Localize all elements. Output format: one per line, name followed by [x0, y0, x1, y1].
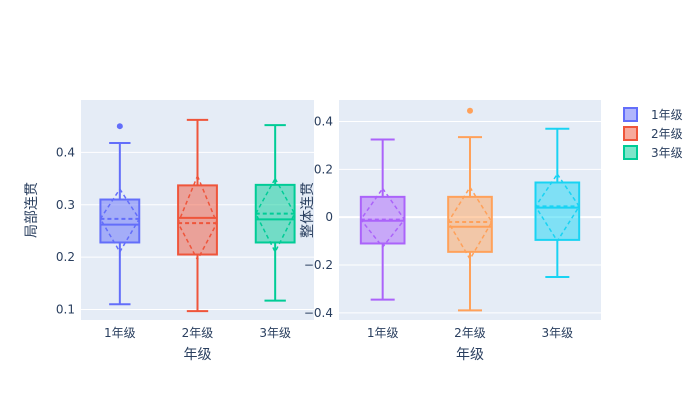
x-tick-label: 3年级 [542, 326, 574, 340]
legend-label: 3年级 [651, 146, 683, 160]
y-tick-label: 0.2 [56, 250, 75, 264]
x-axis-title: 年级 [184, 347, 212, 363]
mean-sd-diamond [447, 185, 493, 261]
box-iqr[interactable] [534, 181, 581, 241]
legend-swatch [623, 126, 638, 141]
legend-swatch [623, 107, 638, 122]
x-tick-label: 2年级 [454, 326, 486, 340]
box-trace[interactable] [447, 107, 493, 312]
box-trace[interactable] [359, 138, 406, 301]
x-tick-label: 3年级 [259, 326, 291, 340]
mean-sd-diamond [359, 187, 406, 249]
y-axis-title: 局部连贯 [24, 182, 40, 238]
mean-sd-diamond [99, 187, 141, 254]
mean-sd-diamond [534, 172, 581, 243]
y-tick-label: 0 [325, 210, 333, 224]
x-tick-label: 2年级 [182, 326, 214, 340]
box-trace[interactable] [177, 118, 218, 313]
x-tick-label: 1年级 [367, 326, 399, 340]
legend[interactable]: 1年级 2年级 3年级 [623, 107, 683, 160]
y-tick-label: 0.4 [56, 145, 75, 159]
box-iqr[interactable] [99, 198, 141, 244]
box-trace[interactable] [99, 123, 141, 306]
y-tick-label: 0.1 [56, 303, 75, 317]
y-tick-label: −0.4 [304, 306, 333, 320]
box-trace[interactable] [254, 124, 296, 302]
y-tick-label: 0.4 [314, 115, 333, 129]
y-tick-label: 0.2 [314, 162, 333, 176]
box-iqr[interactable] [177, 184, 218, 256]
outlier-point[interactable] [467, 107, 473, 114]
y-tick-label: −0.2 [304, 258, 333, 272]
box-iqr[interactable] [447, 195, 493, 253]
y-tick-label: 0.3 [56, 198, 75, 212]
box-iqr[interactable] [254, 183, 296, 244]
legend-item[interactable]: 3年级 [623, 145, 683, 160]
outlier-point[interactable] [116, 123, 123, 130]
legend-item[interactable]: 2年级 [623, 126, 683, 141]
box-trace[interactable] [534, 127, 581, 278]
mean-sd-diamond [177, 173, 218, 262]
x-tick-label: 1年级 [104, 326, 136, 340]
x-axis-title: 年级 [456, 347, 484, 363]
y-axis-title: 整体连贯 [300, 182, 316, 238]
legend-item[interactable]: 1年级 [623, 107, 683, 122]
legend-label: 1年级 [651, 108, 683, 122]
legend-swatch [623, 145, 638, 160]
legend-label: 2年级 [651, 127, 683, 141]
